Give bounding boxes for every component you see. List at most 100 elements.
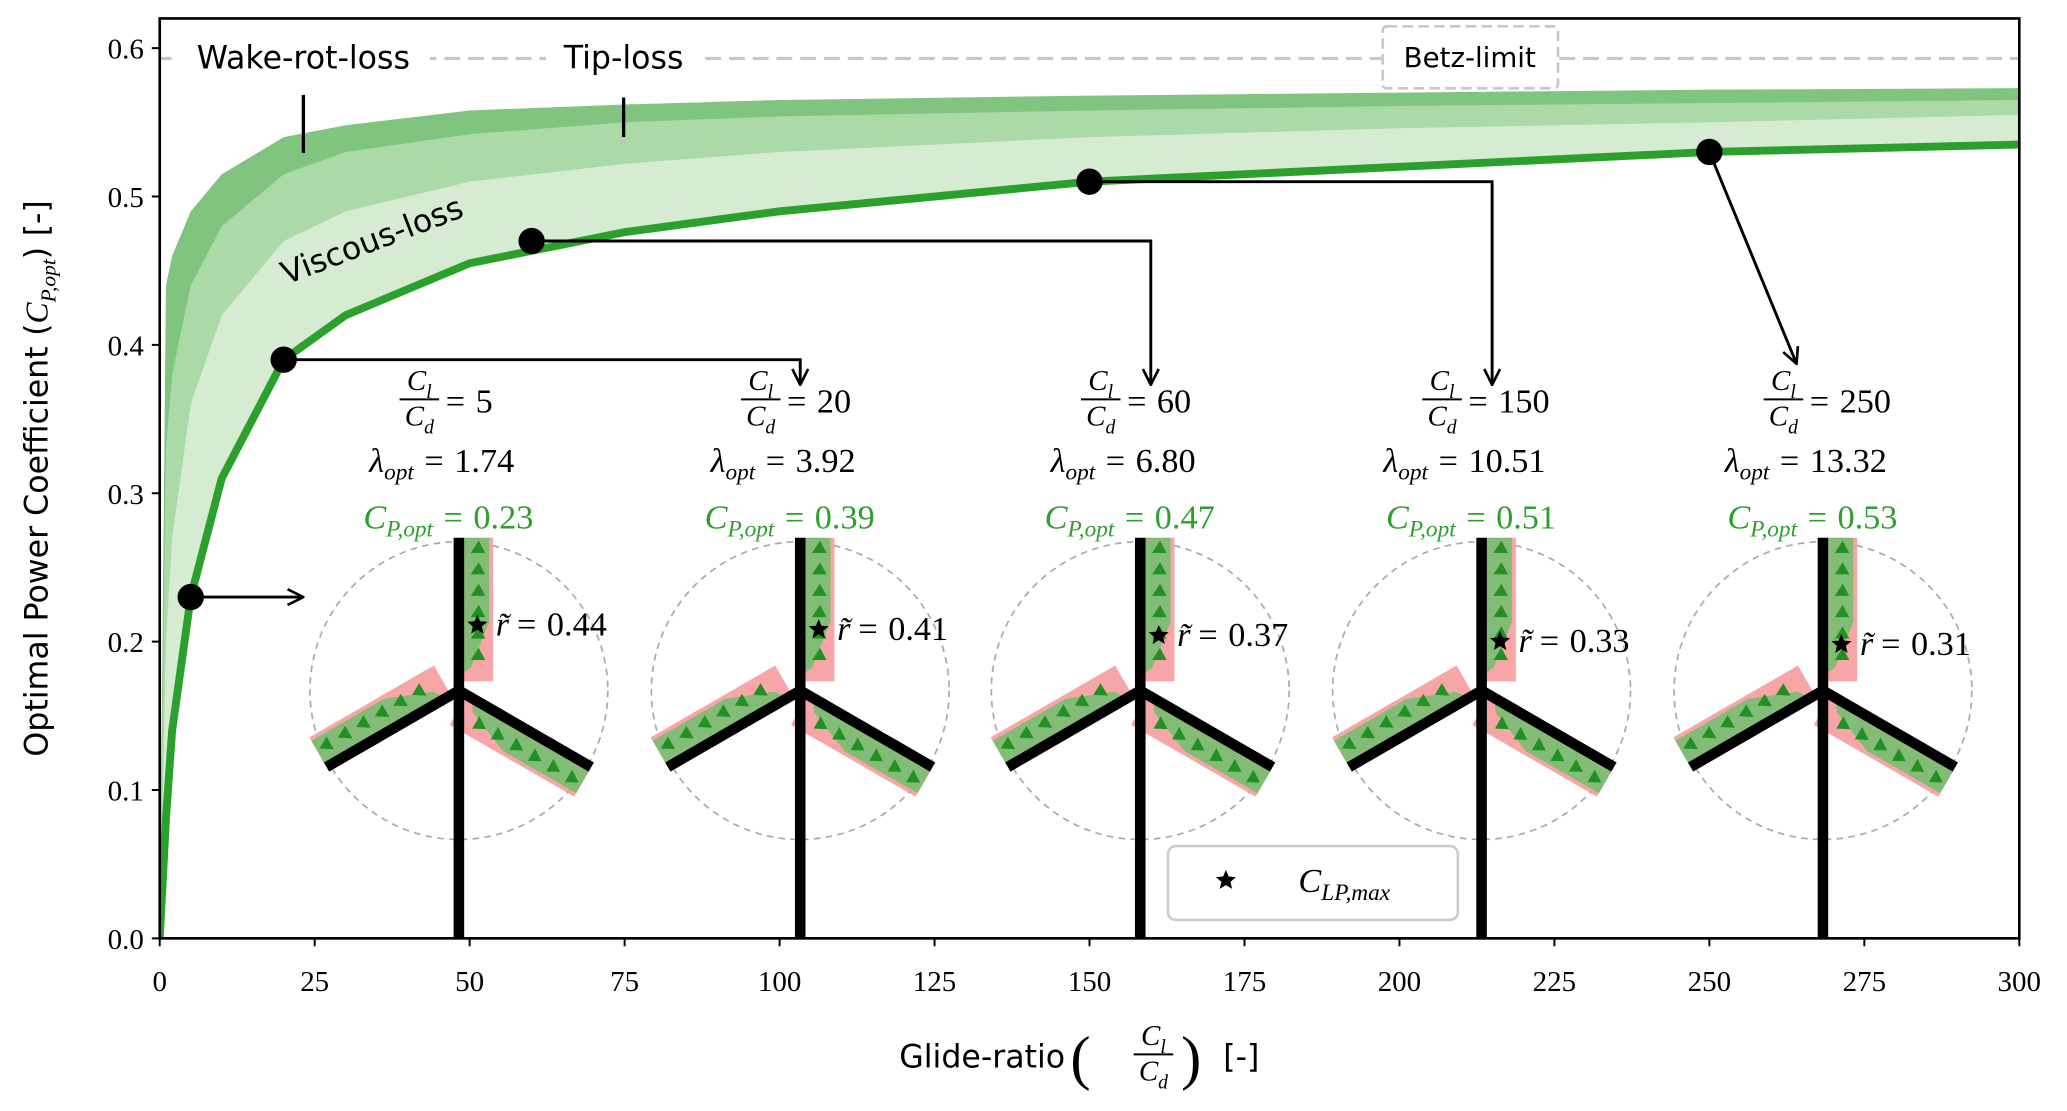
text-part: C bbox=[1088, 365, 1108, 397]
force-arrow bbox=[1834, 626, 1850, 639]
text-part: λ bbox=[1050, 442, 1066, 480]
force-arrow bbox=[1834, 604, 1850, 618]
text-part: λ bbox=[1724, 442, 1740, 480]
operating-point bbox=[1696, 138, 1723, 166]
text-part: C bbox=[1427, 401, 1447, 433]
force-arrow bbox=[411, 683, 427, 696]
x-tick-label: 225 bbox=[1533, 966, 1576, 998]
force-arrow bbox=[1834, 647, 1850, 661]
force-arrow bbox=[812, 540, 827, 553]
text-part: 0.33 bbox=[1570, 622, 1630, 660]
force-arrow bbox=[812, 647, 827, 661]
force-arrow bbox=[1834, 562, 1850, 575]
force-arrow bbox=[697, 715, 713, 728]
glide-ratio-label: = 150 bbox=[1468, 383, 1549, 421]
force-arrow bbox=[509, 737, 524, 751]
force-arrow bbox=[1568, 758, 1583, 772]
band-label: Tip-loss bbox=[563, 41, 684, 77]
y-tick-label: 0.0 bbox=[108, 924, 144, 956]
force-arrow bbox=[374, 704, 390, 717]
text-part: C bbox=[1769, 401, 1789, 433]
betz-label: Betz-limit bbox=[1404, 41, 1536, 74]
text-part: l bbox=[1160, 1036, 1166, 1058]
text-part: λ bbox=[368, 442, 384, 480]
force-arrow bbox=[1493, 540, 1508, 553]
force-arrow bbox=[356, 715, 371, 728]
r-tilde-label: r̃ = 0.44 bbox=[496, 606, 607, 644]
text-part: C bbox=[1727, 498, 1751, 536]
force-arrow bbox=[1494, 716, 1509, 730]
text-part: = bbox=[1540, 622, 1559, 660]
force-arrow bbox=[1834, 583, 1850, 596]
text-part: = bbox=[766, 442, 785, 480]
force-arrow bbox=[1190, 737, 1205, 751]
force-arrow bbox=[490, 726, 505, 740]
force-arrow bbox=[1172, 726, 1186, 740]
label-box bbox=[171, 31, 430, 85]
text-part: = bbox=[424, 442, 443, 480]
fraction-numerator: Cl bbox=[1771, 365, 1796, 403]
lift-region bbox=[1675, 691, 1805, 763]
x-tick-label: 50 bbox=[455, 966, 484, 998]
force-arrow bbox=[1493, 647, 1508, 661]
force-arrow bbox=[1397, 704, 1413, 717]
lambda-label: λopt = 6.80 bbox=[1050, 442, 1196, 486]
x-axis-unit: [-] bbox=[1223, 1040, 1259, 1076]
force-arrow bbox=[716, 704, 731, 717]
text-part: C bbox=[407, 365, 427, 397]
x-tick-label: 100 bbox=[758, 966, 801, 998]
text-part: 20 bbox=[817, 383, 851, 421]
blade bbox=[456, 686, 594, 772]
force-arrow bbox=[1019, 725, 1034, 739]
force-arrow bbox=[887, 758, 902, 772]
text-part: λ bbox=[1382, 442, 1398, 480]
text-part: C bbox=[1141, 1020, 1161, 1052]
text-part: l bbox=[426, 381, 432, 403]
text-part: d bbox=[424, 417, 434, 439]
legend-box bbox=[1166, 844, 1460, 922]
y-tick-label: 0.1 bbox=[108, 776, 144, 808]
x-tick-label: 150 bbox=[1068, 966, 1111, 998]
text-part: 0.51 bbox=[1496, 498, 1556, 536]
force-arrow bbox=[1701, 725, 1717, 739]
text-part: 6.80 bbox=[1136, 442, 1196, 480]
x-tick-label: 250 bbox=[1688, 966, 1731, 998]
force-arrow bbox=[319, 736, 334, 750]
text-part: 3.92 bbox=[796, 442, 856, 480]
pointer-arrow bbox=[283, 358, 801, 385]
text-part: d bbox=[1788, 417, 1798, 439]
force-arrow bbox=[812, 583, 827, 596]
force-arrow bbox=[470, 540, 486, 553]
text-part: opt bbox=[384, 460, 414, 486]
force-arrow bbox=[753, 683, 768, 696]
r-tilde-label: r̃ = 0.33 bbox=[1518, 622, 1629, 660]
force-arrow bbox=[1153, 716, 1168, 730]
text-part: = bbox=[785, 498, 804, 536]
text-part: = bbox=[858, 610, 877, 648]
pointer-arrow bbox=[1089, 180, 1493, 385]
x-tick-label: 275 bbox=[1843, 966, 1886, 998]
text-part: d bbox=[1105, 417, 1115, 439]
force-arrow bbox=[1854, 726, 1869, 740]
text-part: C bbox=[405, 401, 425, 433]
cp-label: CP,opt = 0.51 bbox=[1386, 498, 1556, 542]
force-arrow bbox=[564, 769, 579, 783]
force-arrow bbox=[1246, 769, 1261, 783]
blade bbox=[1346, 686, 1485, 772]
text-part: P,opt bbox=[727, 516, 775, 542]
force-arrow bbox=[1891, 748, 1906, 762]
text-part: r̃ bbox=[1860, 625, 1876, 663]
text-part: d bbox=[765, 417, 775, 439]
text-part: = bbox=[1439, 442, 1458, 480]
fraction-denominator: Cd bbox=[746, 401, 775, 439]
force-arrow bbox=[1776, 683, 1791, 696]
text-part: LP,max bbox=[1320, 880, 1390, 906]
y-tick-label: 0.2 bbox=[108, 627, 144, 659]
force-arrow bbox=[470, 583, 486, 596]
blade bbox=[323, 686, 462, 772]
blade bbox=[1137, 686, 1276, 772]
lambda-label: λopt = 3.92 bbox=[710, 442, 856, 486]
text-part: 150 bbox=[1498, 383, 1549, 421]
force-arrow bbox=[470, 562, 486, 575]
